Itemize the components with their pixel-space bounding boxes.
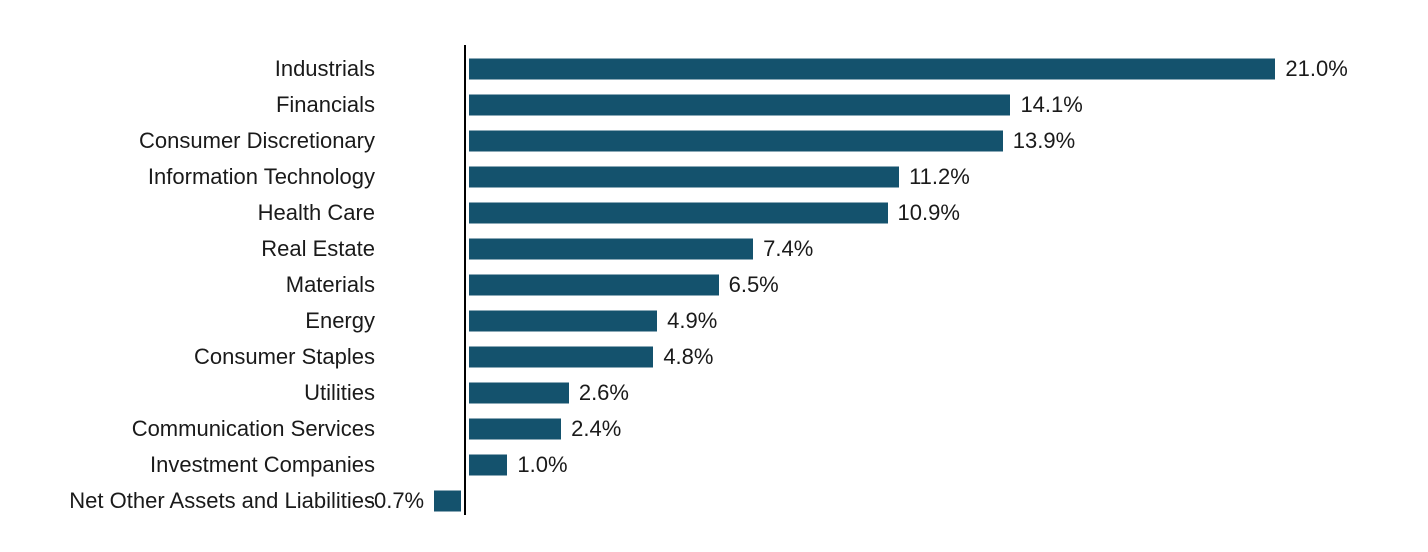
bar (469, 203, 888, 224)
bar (469, 131, 1003, 152)
category-label: Energy (305, 308, 375, 334)
bar (469, 311, 657, 332)
value-label: 1.0% (517, 452, 567, 478)
value-label: 21.0% (1285, 56, 1347, 82)
bar-row: Real Estate 7.4% (0, 231, 1428, 267)
bar (469, 383, 569, 404)
value-label: 6.5% (729, 272, 779, 298)
category-label: Materials (286, 272, 375, 298)
category-label: Industrials (275, 56, 375, 82)
category-label: Investment Companies (150, 452, 375, 478)
value-label: 2.4% (571, 416, 621, 442)
category-label: Net Other Assets and Liabilities (69, 488, 375, 514)
bar-row: Materials 6.5% (0, 267, 1428, 303)
bar-row: Consumer Staples 4.8% (0, 339, 1428, 375)
category-label: Communication Services (132, 416, 375, 442)
value-label: -0.7% (367, 488, 424, 514)
category-label: Consumer Staples (194, 344, 375, 370)
value-label: 13.9% (1013, 128, 1075, 154)
value-label: 11.2% (909, 164, 970, 190)
category-label: Health Care (258, 200, 375, 226)
bar-row: Energy 4.9% (0, 303, 1428, 339)
category-label: Utilities (304, 380, 375, 406)
value-label: 10.9% (898, 200, 960, 226)
bar (469, 347, 653, 368)
sector-allocation-bar-chart: Industrials 21.0% Financials 14.1% Consumer … (0, 0, 1428, 552)
bar (469, 455, 507, 476)
bar (469, 275, 719, 296)
category-label: Financials (276, 92, 375, 118)
bar (469, 59, 1275, 80)
bar-row: Communication Services 2.4% (0, 411, 1428, 447)
value-label: 14.1% (1020, 92, 1082, 118)
value-label: 2.6% (579, 380, 629, 406)
value-label: 4.8% (663, 344, 713, 370)
bar (434, 491, 461, 512)
bar-row: Utilities 2.6% (0, 375, 1428, 411)
value-label: 7.4% (763, 236, 813, 262)
bar (469, 239, 753, 260)
category-label: Real Estate (261, 236, 375, 262)
bar (469, 419, 561, 440)
bar-row: Industrials 21.0% (0, 51, 1428, 87)
category-label: Information Technology (148, 164, 375, 190)
bar (469, 95, 1010, 116)
bar (469, 167, 899, 188)
bar-row: Financials 14.1% (0, 87, 1428, 123)
bar-row: Health Care 10.9% (0, 195, 1428, 231)
value-label: 4.9% (667, 308, 717, 334)
bar-row: Consumer Discretionary 13.9% (0, 123, 1428, 159)
bar-row: Net Other Assets and Liabilities-0.7% (0, 483, 1428, 519)
bar-row: Information Technology 11.2% (0, 159, 1428, 195)
category-label: Consumer Discretionary (139, 128, 375, 154)
bar-row: Investment Companies 1.0% (0, 447, 1428, 483)
